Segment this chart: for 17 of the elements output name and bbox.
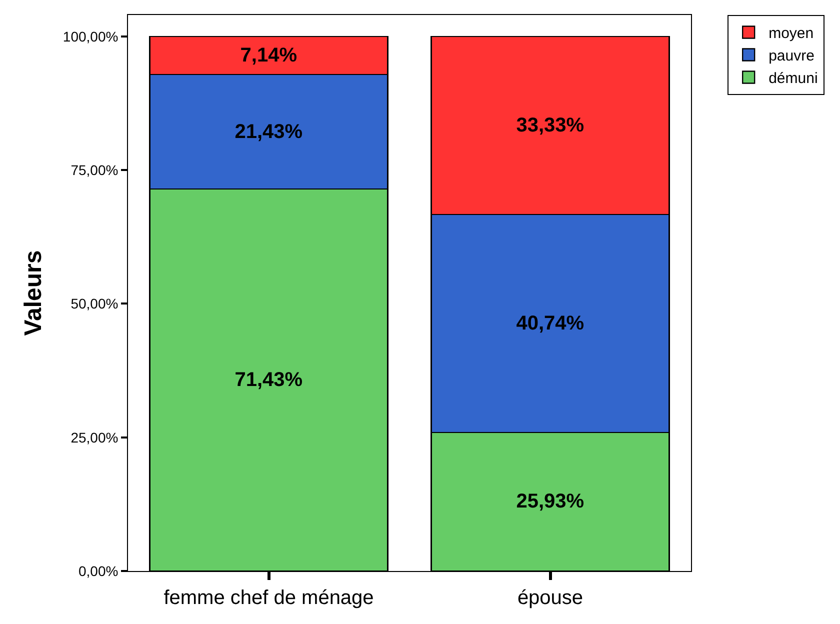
- y-tick-label: 75,00%: [70, 162, 118, 178]
- y-axis-title: Valeurs: [20, 250, 48, 336]
- legend-label: pauvre: [768, 48, 814, 65]
- y-tick-label: 50,00%: [70, 296, 118, 312]
- y-tick-label: 100,00%: [62, 28, 118, 44]
- x-tick-label: épouse: [517, 587, 584, 609]
- x-tick-label: femme chef de ménage: [164, 587, 374, 609]
- legend-label: moyen: [768, 25, 814, 42]
- y-tick-label: 0,00%: [78, 562, 118, 579]
- data-label: 21,43%: [234, 120, 303, 143]
- y-tick-label: 25,00%: [70, 429, 118, 446]
- data-label: 71,43%: [234, 369, 303, 392]
- data-label: 7,14%: [240, 44, 298, 66]
- data-label: 25,93%: [516, 490, 584, 513]
- data-label: 33,33%: [516, 114, 584, 136]
- legend-label: démuni: [768, 70, 818, 88]
- data-label: 40,74%: [516, 312, 584, 334]
